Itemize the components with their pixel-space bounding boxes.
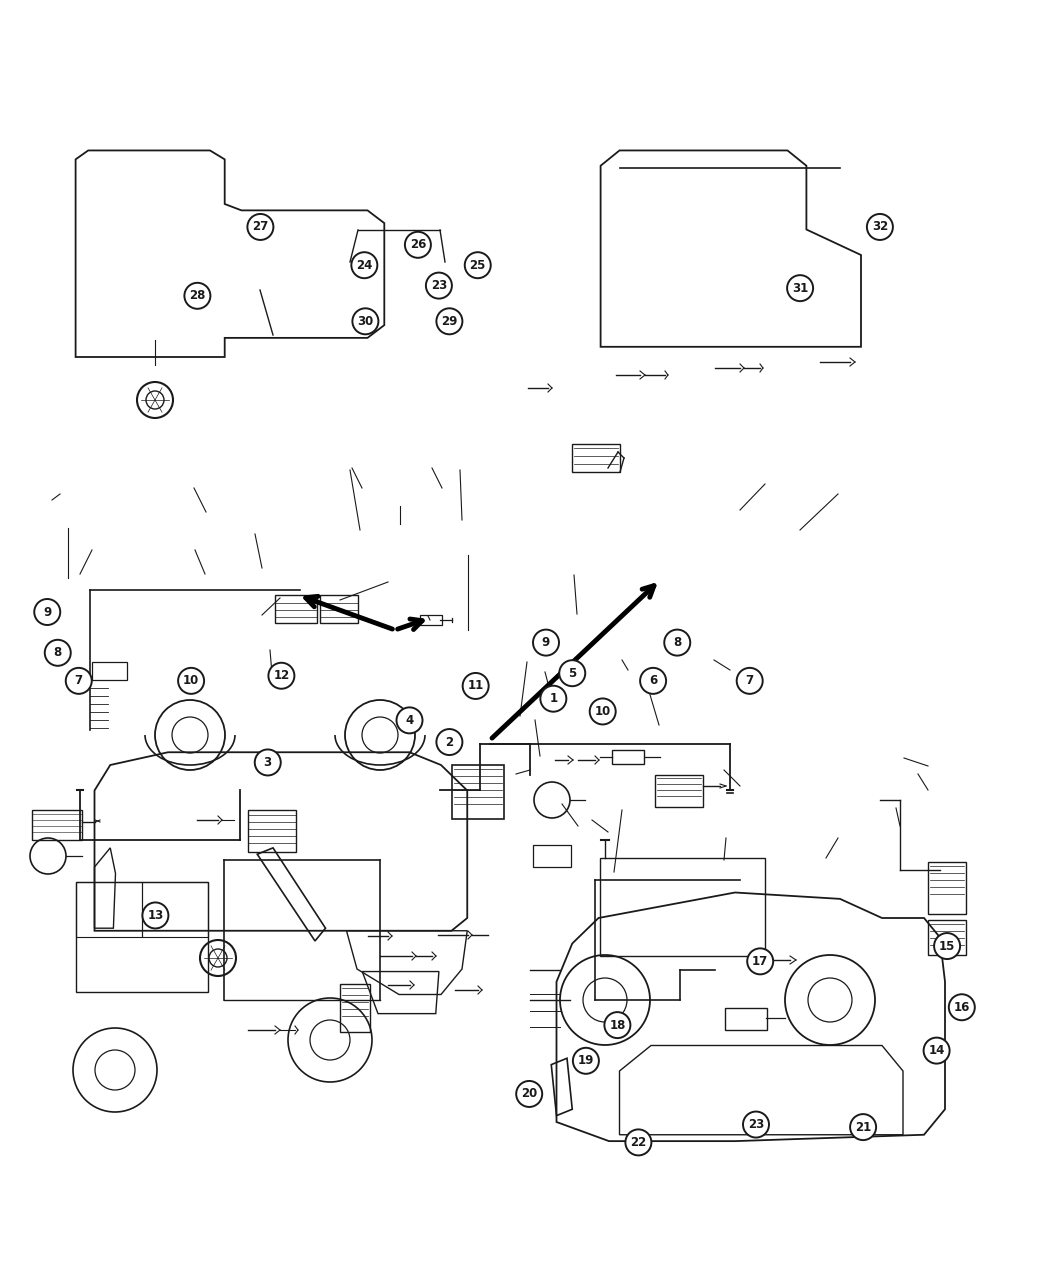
Text: 3: 3 bbox=[264, 756, 272, 769]
Bar bbox=[340, 984, 370, 1031]
Bar bbox=[533, 845, 571, 867]
Circle shape bbox=[590, 699, 615, 724]
Circle shape bbox=[640, 668, 666, 694]
Circle shape bbox=[255, 750, 280, 775]
Text: 23: 23 bbox=[748, 1118, 764, 1131]
Text: 10: 10 bbox=[594, 705, 611, 718]
Circle shape bbox=[269, 663, 294, 688]
Text: 16: 16 bbox=[953, 1001, 970, 1014]
Circle shape bbox=[353, 309, 378, 334]
Text: 21: 21 bbox=[855, 1121, 872, 1133]
Circle shape bbox=[867, 214, 892, 240]
Circle shape bbox=[743, 1112, 769, 1137]
Text: 9: 9 bbox=[542, 636, 550, 649]
Text: 6: 6 bbox=[649, 674, 657, 687]
Circle shape bbox=[737, 668, 762, 694]
Text: 25: 25 bbox=[469, 259, 486, 272]
Text: 2: 2 bbox=[445, 736, 454, 748]
Text: 26: 26 bbox=[410, 238, 426, 251]
Circle shape bbox=[248, 214, 273, 240]
Bar bbox=[32, 810, 82, 840]
Circle shape bbox=[573, 1048, 598, 1074]
Text: 8: 8 bbox=[54, 646, 62, 659]
Bar bbox=[612, 750, 644, 764]
Text: 1: 1 bbox=[549, 692, 558, 705]
Text: 10: 10 bbox=[183, 674, 200, 687]
Circle shape bbox=[748, 949, 773, 974]
Text: 19: 19 bbox=[578, 1054, 594, 1067]
Circle shape bbox=[788, 275, 813, 301]
Circle shape bbox=[35, 599, 60, 625]
Circle shape bbox=[517, 1081, 542, 1107]
Text: 22: 22 bbox=[630, 1136, 647, 1149]
Bar bbox=[572, 444, 619, 472]
Text: 4: 4 bbox=[405, 714, 414, 727]
Text: 28: 28 bbox=[189, 289, 206, 302]
Bar bbox=[142, 882, 208, 937]
Text: 8: 8 bbox=[673, 636, 681, 649]
Bar bbox=[600, 858, 765, 956]
Text: 11: 11 bbox=[467, 680, 484, 692]
Text: 9: 9 bbox=[43, 606, 51, 618]
Circle shape bbox=[934, 933, 960, 959]
Text: 15: 15 bbox=[939, 940, 956, 952]
Circle shape bbox=[949, 994, 974, 1020]
Circle shape bbox=[397, 708, 422, 733]
Bar bbox=[655, 775, 704, 807]
Circle shape bbox=[143, 903, 168, 928]
Circle shape bbox=[665, 630, 690, 655]
Bar bbox=[928, 862, 966, 914]
Circle shape bbox=[45, 640, 70, 666]
Circle shape bbox=[426, 273, 452, 298]
Circle shape bbox=[626, 1130, 651, 1155]
Circle shape bbox=[66, 668, 91, 694]
Bar bbox=[76, 882, 208, 992]
Text: 31: 31 bbox=[792, 282, 809, 295]
Bar bbox=[92, 662, 127, 680]
Text: 20: 20 bbox=[521, 1088, 538, 1100]
Circle shape bbox=[850, 1114, 876, 1140]
Text: 23: 23 bbox=[430, 279, 447, 292]
Bar bbox=[452, 765, 504, 819]
Circle shape bbox=[560, 660, 585, 686]
Circle shape bbox=[463, 673, 488, 699]
Bar bbox=[248, 810, 296, 852]
Bar bbox=[724, 1009, 766, 1030]
Circle shape bbox=[605, 1012, 630, 1038]
Text: 24: 24 bbox=[356, 259, 373, 272]
Text: 27: 27 bbox=[252, 221, 269, 233]
Circle shape bbox=[924, 1038, 949, 1063]
Text: 5: 5 bbox=[568, 667, 576, 680]
Bar bbox=[76, 882, 142, 937]
Circle shape bbox=[533, 630, 559, 655]
Circle shape bbox=[185, 283, 210, 309]
Text: 29: 29 bbox=[441, 315, 458, 328]
Text: 7: 7 bbox=[75, 674, 83, 687]
Text: 12: 12 bbox=[273, 669, 290, 682]
Bar bbox=[275, 595, 317, 623]
Circle shape bbox=[437, 309, 462, 334]
Circle shape bbox=[465, 252, 490, 278]
Circle shape bbox=[541, 686, 566, 711]
Text: 30: 30 bbox=[357, 315, 374, 328]
Circle shape bbox=[178, 668, 204, 694]
Text: 32: 32 bbox=[872, 221, 888, 233]
Bar bbox=[420, 615, 442, 625]
Bar bbox=[320, 595, 358, 623]
Bar bbox=[928, 921, 966, 955]
Text: 14: 14 bbox=[928, 1044, 945, 1057]
Text: 18: 18 bbox=[609, 1019, 626, 1031]
Text: 13: 13 bbox=[147, 909, 164, 922]
Text: 7: 7 bbox=[746, 674, 754, 687]
Circle shape bbox=[437, 729, 462, 755]
Text: 17: 17 bbox=[752, 955, 769, 968]
Circle shape bbox=[405, 232, 430, 258]
Circle shape bbox=[352, 252, 377, 278]
